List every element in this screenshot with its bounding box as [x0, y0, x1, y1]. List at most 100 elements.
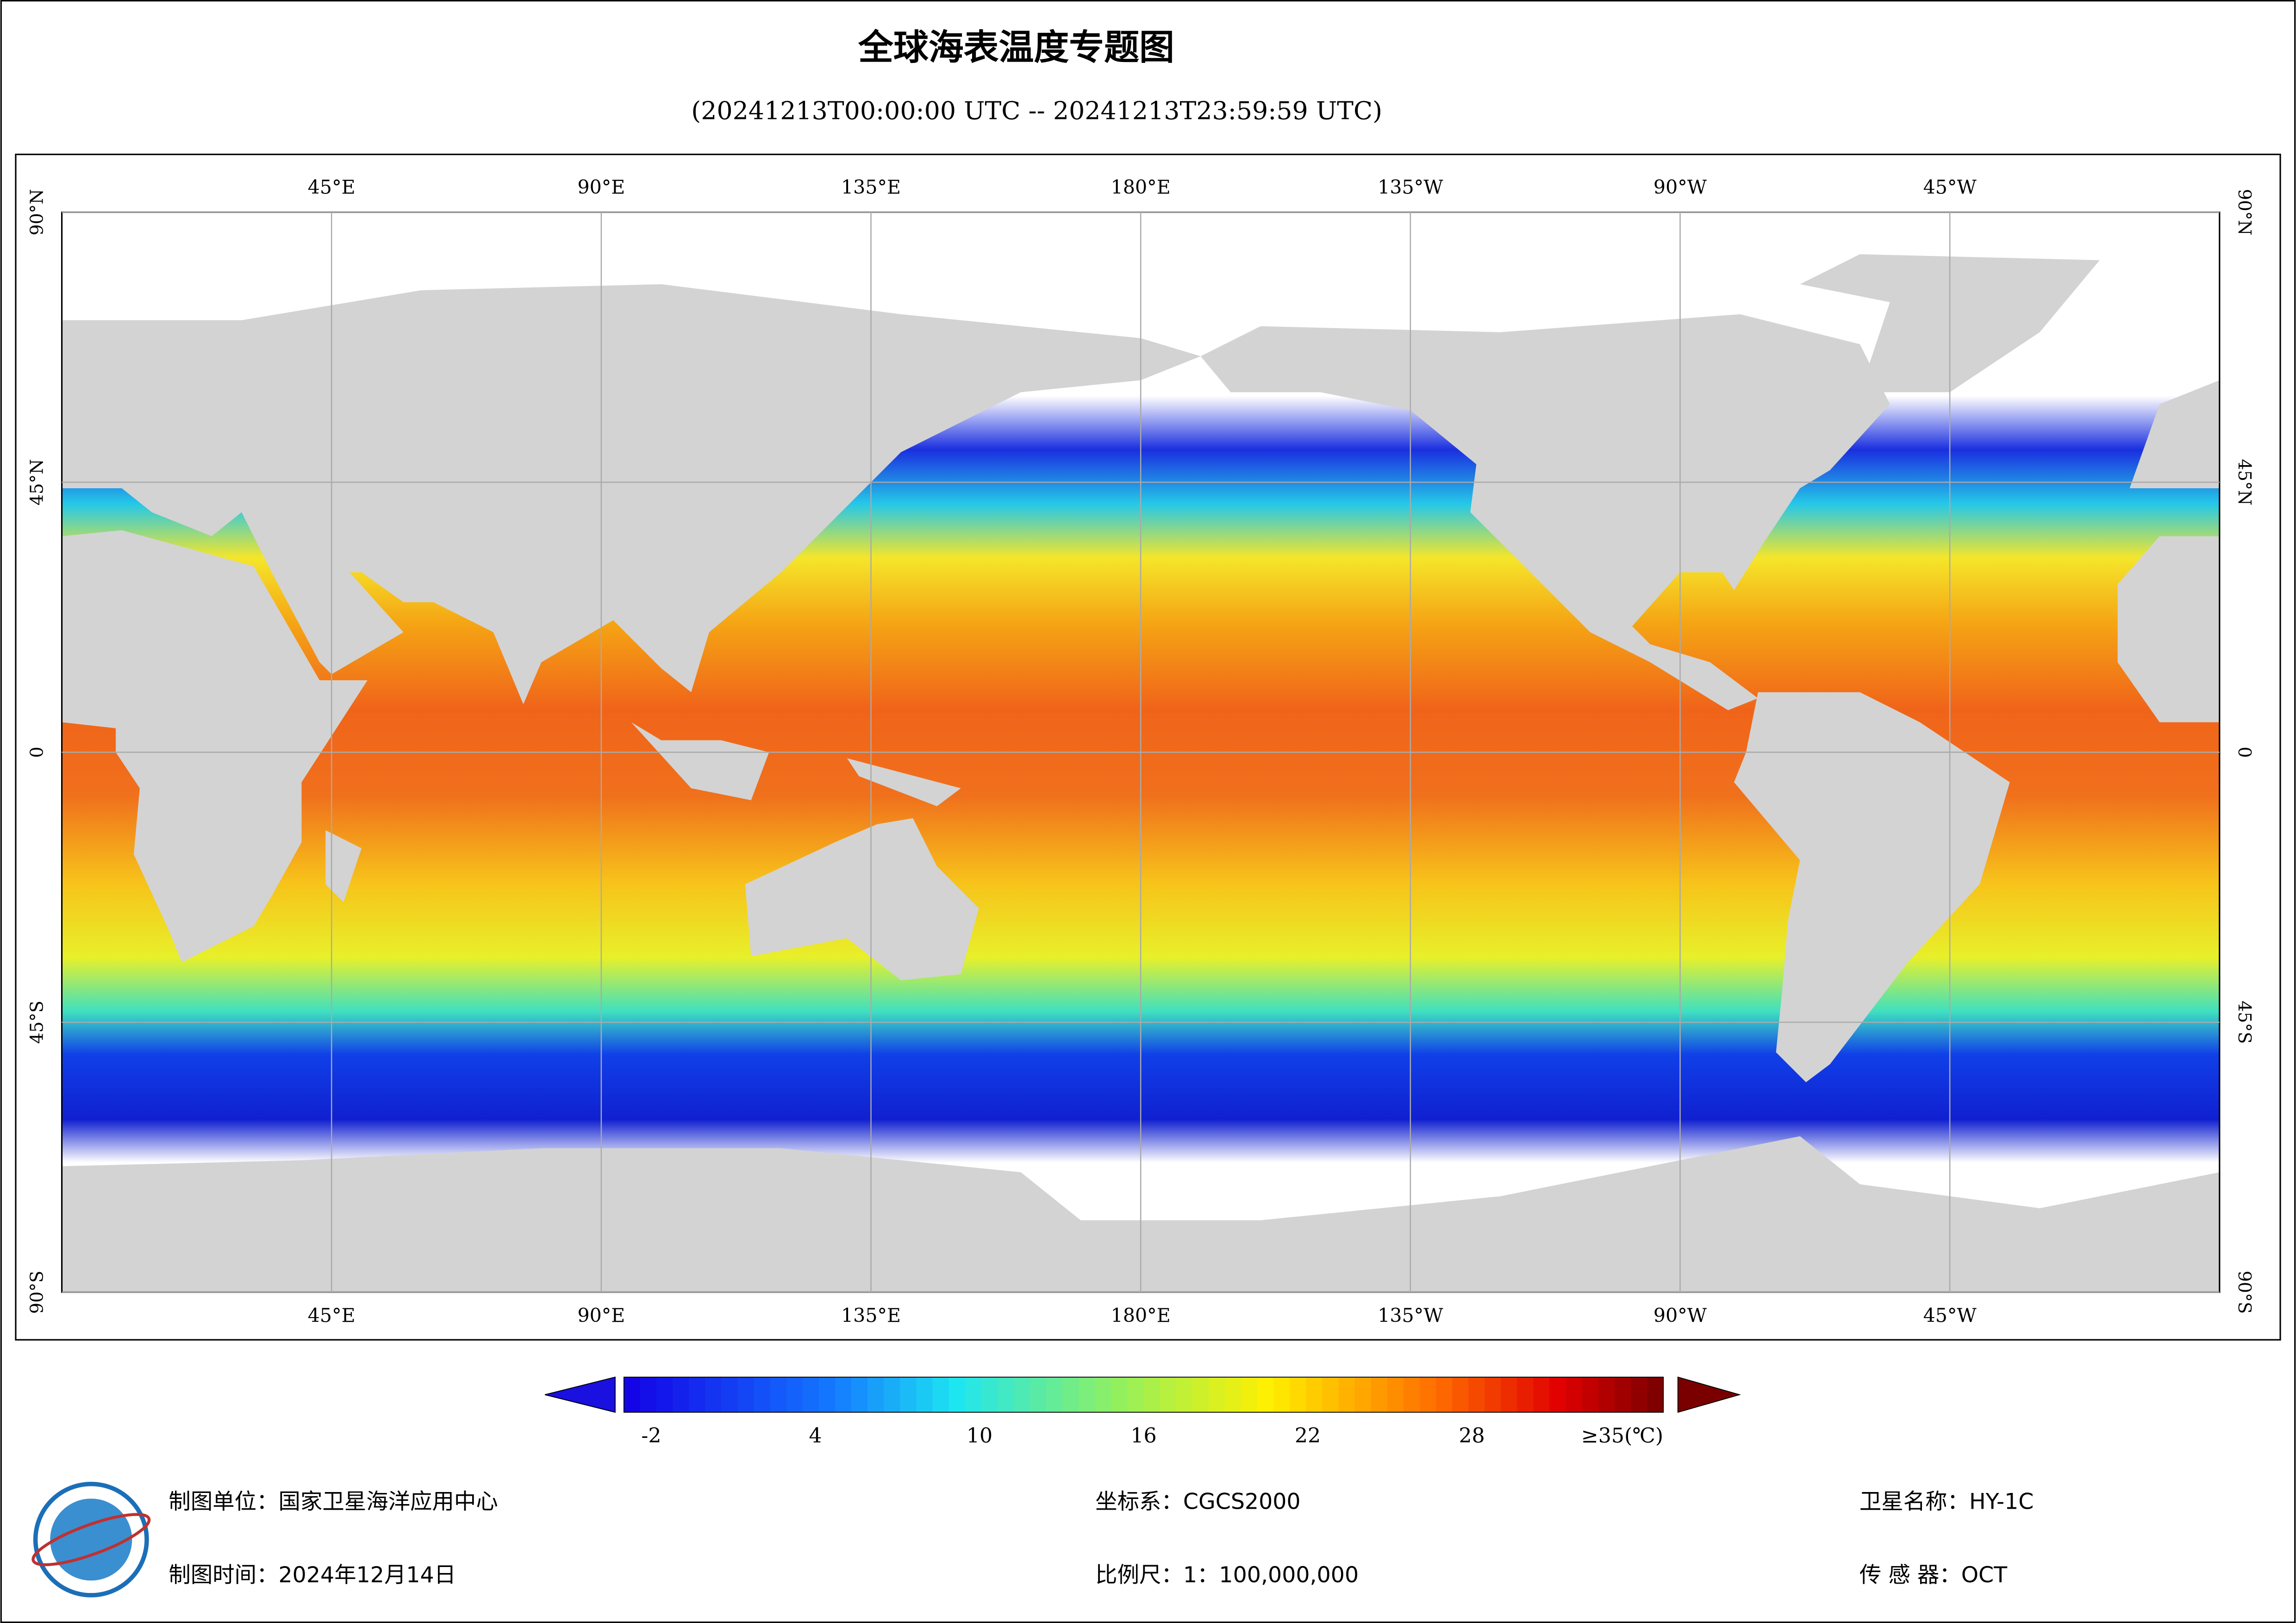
colorbar-tick-label: 22 [1295, 1424, 1321, 1448]
y-tick-label: 90°S [2234, 1271, 2255, 1314]
land [1200, 314, 1890, 710]
footer-scale: 比例尺：1：100,000,000 [1095, 1562, 1359, 1588]
colorbar-arrow-low [544, 1376, 616, 1413]
colorbar-arrow-high [1677, 1376, 1741, 1413]
colorbar-cell [916, 1377, 933, 1412]
land [2129, 380, 2220, 488]
x-tick-label: 90°E [577, 176, 625, 198]
map: 45°E 45°E 90°E 90°E 135°E 135°E 180°E 180°E 135°… [26, 176, 2254, 1326]
colorbar-cell [624, 1377, 641, 1412]
colorbar-cell [1224, 1377, 1242, 1412]
colorbar-cell [1354, 1377, 1372, 1412]
colorbar-cell [1647, 1377, 1664, 1412]
colorbar-cell [656, 1377, 674, 1412]
y-tick-label: 45°S [2234, 1001, 2255, 1044]
colorbar-cell [1403, 1377, 1420, 1412]
y-tick-label: 0 [2234, 746, 2255, 758]
colorbar-cell [948, 1377, 966, 1412]
x-tick-label: 135°E [841, 1305, 901, 1327]
colorbar-cell [981, 1377, 998, 1412]
colorbar-cell [1598, 1377, 1615, 1412]
land [631, 722, 769, 801]
colorbar-cell [1468, 1377, 1485, 1412]
colorbar-cell [1160, 1377, 1177, 1412]
colorbar-cell [1127, 1377, 1144, 1412]
x-tick-label: 45°E [308, 176, 356, 198]
colorbar-cell [1290, 1377, 1307, 1412]
y-tick-label: 0 [26, 746, 47, 758]
x-tick-label: 180°E [1111, 1305, 1171, 1327]
colorbar-cell [1371, 1377, 1388, 1412]
x-tick-label: 45°W [1923, 1305, 1977, 1327]
x-tick-label: 135°W [1378, 1305, 1443, 1327]
colorbar-cell [754, 1377, 771, 1412]
colorbar-tick-label: 10 [967, 1424, 992, 1448]
colorbar-cell [1501, 1377, 1518, 1412]
colorbar-cell [965, 1377, 982, 1412]
colorbar-cell [705, 1377, 722, 1412]
y-tick-label: 90°N [2234, 189, 2255, 235]
colorbar-cell [1306, 1377, 1323, 1412]
x-tick-label: 180°E [1111, 176, 1171, 198]
y-tick-label: 90°S [26, 1271, 47, 1314]
colorbar-cell [1419, 1377, 1436, 1412]
colorbar-tick-label: ≥35(℃) [1581, 1424, 1663, 1448]
colorbar-cell [689, 1377, 706, 1412]
map-subtitle: (20241213T00:00:00 UTC -- 20241213T23:59… [691, 96, 1382, 125]
colorbar-cell [1013, 1377, 1030, 1412]
colorbar-cell [1322, 1377, 1339, 1412]
colorbar-border [623, 1376, 1664, 1413]
colorbar-tick-label: 4 [809, 1424, 822, 1448]
x-tick-label: 135°W [1378, 176, 1443, 198]
land [325, 830, 362, 902]
colorbar-cell [1517, 1377, 1534, 1412]
colorbar-cell [1338, 1377, 1355, 1412]
colorbar-cell [1614, 1377, 1631, 1412]
footer-time: 制图时间：2024年12月14日 [168, 1562, 456, 1588]
map-frame [15, 154, 2281, 1341]
logo [31, 1481, 151, 1598]
colorbar-cell [1435, 1377, 1453, 1412]
colorbar-cell [1549, 1377, 1566, 1412]
footer-crs: 坐标系：CGCS2000 [1095, 1489, 1300, 1515]
y-tick-label: 45°N [26, 459, 47, 505]
colorbar-cell [1257, 1377, 1274, 1412]
colorbar-cell [1111, 1377, 1128, 1412]
colorbar-cell [1533, 1377, 1550, 1412]
y-tick-label: 45°S [26, 1001, 47, 1044]
y-tick-label: 90°N [26, 189, 47, 235]
colorbar-cell [1630, 1377, 1647, 1412]
colorbar: -2 4 10 16 22 28 ≥35(℃) [544, 1376, 1741, 1448]
x-tick-label: 135°E [841, 176, 901, 198]
x-tick-label: 90°W [1653, 1305, 1707, 1327]
land [2117, 536, 2220, 722]
land [62, 284, 1201, 704]
colorbar-cell [851, 1377, 868, 1412]
colorbar-cell [1452, 1377, 1469, 1412]
colorbar-cell [721, 1377, 738, 1412]
colorbar-cell [1387, 1377, 1404, 1412]
colorbar-cell [1079, 1377, 1096, 1412]
map-title: 全球海表温度专题图 [858, 27, 1174, 68]
land [745, 818, 979, 981]
colorbar-cell [884, 1377, 901, 1412]
x-tick-label: 45°W [1923, 176, 1977, 198]
land [1734, 692, 2010, 1082]
colorbar-tick-label: -2 [641, 1424, 661, 1448]
colorbar-cell [997, 1377, 1014, 1412]
colorbar-cell [900, 1377, 917, 1412]
colorbar-cell [802, 1377, 819, 1412]
colorbar-tick-label: 28 [1459, 1424, 1485, 1448]
land [847, 758, 961, 807]
colorbar-cell [673, 1377, 690, 1412]
colorbar-cell [786, 1377, 803, 1412]
colorbar-cell [1029, 1377, 1047, 1412]
colorbar-cell [640, 1377, 657, 1412]
colorbar-tick-label: 16 [1130, 1424, 1156, 1448]
colorbar-cell [770, 1377, 787, 1412]
colorbar-cell [1582, 1377, 1599, 1412]
colorbar-cell [1176, 1377, 1193, 1412]
colorbar-cell [1095, 1377, 1112, 1412]
colorbar-cell [1192, 1377, 1209, 1412]
